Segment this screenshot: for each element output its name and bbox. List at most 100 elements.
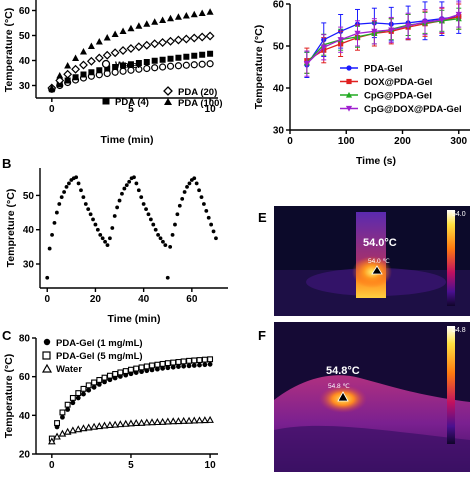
y-tick-label: 50 <box>19 31 31 42</box>
data-point <box>135 22 143 29</box>
data-point <box>165 365 171 371</box>
data-point <box>170 364 176 370</box>
data-point <box>128 366 134 373</box>
data-point <box>199 51 206 58</box>
thermal-marker-label-f: 54.8 ℃ <box>328 383 350 390</box>
legend-water-label: Water <box>115 60 141 71</box>
legend-c-5mg-label: PDA-Gel (5 mg/mL) <box>56 351 143 362</box>
chart-a-ticks: 0 5 10 30 40 50 60 <box>19 6 216 115</box>
data-point <box>158 417 167 425</box>
chart-gel-marks <box>303 0 462 78</box>
data-point <box>159 16 167 23</box>
data-point <box>96 382 102 387</box>
data-point <box>142 418 151 426</box>
data-point <box>201 202 206 206</box>
data-point <box>47 437 56 445</box>
data-point <box>206 60 214 68</box>
data-point <box>180 196 185 201</box>
scale-max-f: 54.8 <box>452 327 466 334</box>
data-point <box>154 366 160 372</box>
panel-label-e: E <box>258 210 267 225</box>
data-point <box>70 400 76 406</box>
data-point <box>81 195 86 200</box>
data-point <box>186 357 192 364</box>
data-point <box>80 385 87 392</box>
data-point <box>47 246 52 251</box>
chart-b-y-label: Tempreture (°C) <box>5 189 17 268</box>
x-tick-label: 60 <box>186 294 198 305</box>
data-point <box>345 91 353 98</box>
data-point <box>56 72 64 79</box>
data-point <box>181 363 187 369</box>
hotspot-marker-e <box>371 265 383 275</box>
chart-c-ticks: 0 5 10 20 40 60 80 <box>19 334 216 472</box>
chart-gel-legend: PDA-Gel DOX@PDA-Gel CpG@PDA-Gel CpG@DOX@PDA… <box>340 64 462 115</box>
data-point <box>143 20 151 27</box>
data-point <box>207 356 214 363</box>
data-point <box>186 363 192 369</box>
chart-a-marks <box>47 8 215 93</box>
data-point <box>132 419 141 427</box>
data-point <box>144 207 148 212</box>
data-point <box>214 236 218 241</box>
hotspot-marker-f <box>337 391 349 402</box>
data-point <box>139 195 144 200</box>
data-point <box>135 60 142 66</box>
legend-label: PDA-Gel <box>364 64 403 75</box>
data-point <box>69 426 77 434</box>
legend-label: CpG@DOX@PDA-Gel <box>364 104 462 115</box>
data-point <box>84 423 93 431</box>
data-point <box>110 48 120 58</box>
data-point <box>90 422 98 430</box>
data-point <box>111 420 119 428</box>
data-point <box>117 198 122 203</box>
data-point <box>143 59 150 65</box>
data-point <box>105 243 110 248</box>
y-tick-label: 50 <box>23 191 35 202</box>
data-point <box>79 48 87 55</box>
data-point <box>76 181 81 186</box>
y-tick-label: 40 <box>23 225 35 236</box>
data-point <box>154 361 161 368</box>
data-point <box>98 232 103 237</box>
chart-a-legend: Water PDA (4) PDA (20) PDA (100) <box>101 59 223 109</box>
chart-gel-axes <box>289 4 470 131</box>
legend-label: CpG@PDA-Gel <box>364 91 432 102</box>
data-point <box>63 427 72 435</box>
data-point <box>64 184 69 189</box>
chart-c-marks <box>47 356 214 445</box>
data-point <box>72 54 80 61</box>
series-line <box>306 13 459 65</box>
chart-gel-y-label: Temperature (°C) <box>253 25 265 110</box>
data-point <box>50 232 54 237</box>
data-point <box>91 217 95 222</box>
y-tick-label: 40 <box>273 84 285 95</box>
panel-label-b: B <box>2 156 11 171</box>
chart-a-heating-curves: 0 5 10 30 40 50 60 Time (min) Temperature (°C)… <box>3 0 223 146</box>
data-point <box>95 227 100 232</box>
data-point <box>206 415 214 423</box>
data-point <box>160 365 166 371</box>
data-point <box>189 33 199 43</box>
chart-b-axes <box>39 168 228 289</box>
data-point <box>107 236 112 241</box>
data-point <box>191 357 198 364</box>
data-point <box>86 207 91 212</box>
data-point <box>111 30 119 37</box>
data-point <box>96 67 103 74</box>
data-point <box>161 239 165 244</box>
data-point <box>106 420 114 428</box>
chart-b-cycling: 0 20 40 60 30 40 50 Time (min) Tempreture (°C) <box>5 168 228 325</box>
data-point <box>205 31 215 41</box>
x-tick-label: 300 <box>450 136 467 147</box>
data-point <box>93 222 98 227</box>
data-point <box>133 365 140 372</box>
data-point <box>146 212 151 217</box>
legend-c-1mg-label: PDA-Gel (1 mg/mL) <box>56 338 143 349</box>
data-point <box>182 190 187 194</box>
data-point <box>122 186 127 191</box>
y-tick-label: 60 <box>19 372 31 383</box>
data-point <box>149 367 155 373</box>
data-point <box>158 38 168 47</box>
data-point <box>122 368 129 375</box>
